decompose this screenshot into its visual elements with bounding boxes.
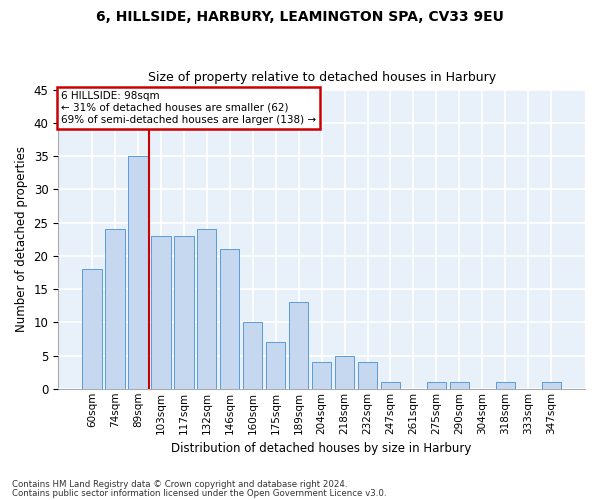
Bar	[220, 250, 239, 389]
Bar	[289, 302, 308, 389]
Bar	[174, 236, 194, 389]
Bar	[496, 382, 515, 389]
Bar	[335, 356, 355, 389]
Text: 6 HILLSIDE: 98sqm
← 31% of detached houses are smaller (62)
69% of semi-detached: 6 HILLSIDE: 98sqm ← 31% of detached hous…	[61, 92, 316, 124]
Y-axis label: Number of detached properties: Number of detached properties	[15, 146, 28, 332]
Text: 6, HILLSIDE, HARBURY, LEAMINGTON SPA, CV33 9EU: 6, HILLSIDE, HARBURY, LEAMINGTON SPA, CV…	[96, 10, 504, 24]
Bar	[312, 362, 331, 389]
Bar	[449, 382, 469, 389]
Bar	[82, 269, 101, 389]
Text: Contains public sector information licensed under the Open Government Licence v3: Contains public sector information licen…	[12, 488, 386, 498]
Bar	[128, 156, 148, 389]
X-axis label: Distribution of detached houses by size in Harbury: Distribution of detached houses by size …	[172, 442, 472, 455]
Bar	[358, 362, 377, 389]
Bar	[381, 382, 400, 389]
Bar	[427, 382, 446, 389]
Bar	[197, 230, 217, 389]
Title: Size of property relative to detached houses in Harbury: Size of property relative to detached ho…	[148, 72, 496, 85]
Bar	[151, 236, 170, 389]
Bar	[105, 230, 125, 389]
Text: Contains HM Land Registry data © Crown copyright and database right 2024.: Contains HM Land Registry data © Crown c…	[12, 480, 347, 489]
Bar	[243, 322, 262, 389]
Bar	[542, 382, 561, 389]
Bar	[266, 342, 286, 389]
